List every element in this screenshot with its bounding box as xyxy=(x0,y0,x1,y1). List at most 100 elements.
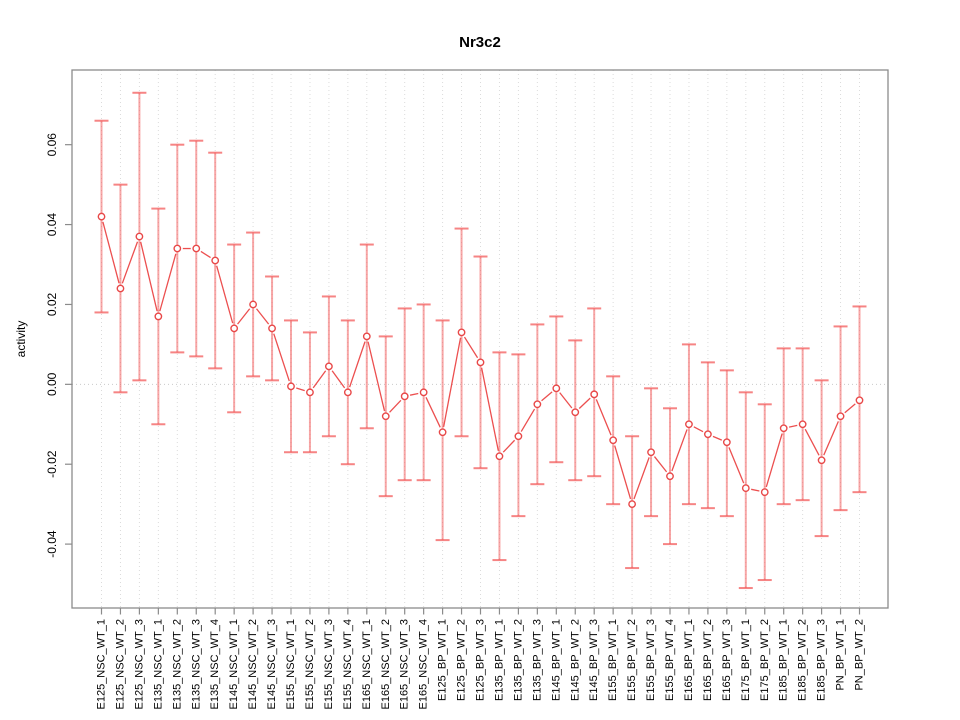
data-point xyxy=(97,212,106,221)
x-tick-label: E155_BP_WT_3 xyxy=(645,619,657,701)
data-point xyxy=(438,428,447,437)
plot-area: 0.06 0.04 0.02 0.00 -0.02 -0.04 E125_NSC_WT_1 E… xyxy=(45,69,889,710)
data-point xyxy=(381,412,390,421)
x-tick-label: E185_BP_WT_1 xyxy=(778,619,790,701)
data-point xyxy=(135,232,144,241)
y-tick-label: 0.06 xyxy=(45,133,59,157)
series-segment xyxy=(273,333,290,382)
x-tick-label: E135_NSC_WT_3 xyxy=(190,619,202,710)
x-tick-label: E125_NSC_WT_3 xyxy=(133,619,145,710)
x-tick-label: E125_BP_WT_2 xyxy=(456,619,468,701)
series-segment xyxy=(788,424,798,428)
data-point xyxy=(855,396,864,405)
series-segment xyxy=(237,308,251,325)
data-point xyxy=(514,432,523,441)
x-tick-label: E125_NSC_WT_2 xyxy=(114,619,126,710)
data-point xyxy=(533,400,542,409)
series-segment xyxy=(614,445,632,500)
data-point xyxy=(192,244,201,253)
x-tick-label: E145_BP_WT_2 xyxy=(569,619,581,701)
x-tick-label: E175_BP_WT_1 xyxy=(740,619,752,701)
data-point xyxy=(666,472,674,481)
data-point xyxy=(817,456,826,465)
data-point xyxy=(552,384,561,393)
data-point xyxy=(590,390,599,399)
x-tick-label: E155_NSC_WT_3 xyxy=(323,619,335,710)
y-tick-label: -0.04 xyxy=(45,530,59,558)
series-segment xyxy=(541,391,553,402)
data-point xyxy=(362,332,371,341)
data-point xyxy=(287,382,295,391)
series-segment xyxy=(671,429,688,472)
series-segment xyxy=(804,428,820,456)
series-segment xyxy=(312,370,327,389)
x-tick-label: E145_NSC_WT_1 xyxy=(228,619,240,710)
data-point xyxy=(609,436,618,445)
x-tick-label: E155_BP_WT_2 xyxy=(626,619,638,701)
data-point xyxy=(116,284,125,293)
data-point xyxy=(419,388,428,397)
x-tick-label: E135_NSC_WT_1 xyxy=(152,619,164,710)
series-segment xyxy=(480,367,499,451)
x-tick-label: E155_NSC_WT_4 xyxy=(342,619,354,710)
x-tick-label: E165_NSC_WT_3 xyxy=(399,619,411,710)
series-segment xyxy=(595,399,612,436)
chart-title: Nr3c2 xyxy=(459,34,501,51)
series-segment xyxy=(520,408,536,432)
series-segment xyxy=(140,241,158,312)
series-segment xyxy=(765,433,783,488)
x-tick-label: E165_NSC_WT_1 xyxy=(361,619,373,710)
x-tick-label: E135_BP_WT_2 xyxy=(512,619,524,701)
series-segment xyxy=(559,392,573,409)
x-tick-label: E145_BP_WT_3 xyxy=(588,619,600,701)
x-tick-label: E185_BP_WT_3 xyxy=(816,619,828,701)
data-point xyxy=(704,430,712,439)
data-point xyxy=(324,362,333,371)
y-axis-label: activity xyxy=(14,321,28,358)
data-point xyxy=(476,358,485,367)
x-tick-label: PN_BP_WT_1 xyxy=(835,619,847,691)
data-point xyxy=(173,244,182,253)
series-segment xyxy=(367,341,386,412)
series-segment xyxy=(712,435,723,441)
series-segment xyxy=(751,488,760,492)
data-point xyxy=(836,412,845,421)
data-point xyxy=(268,324,276,333)
series-segment xyxy=(578,397,591,409)
x-tick-label: E135_NSC_WT_4 xyxy=(209,619,221,710)
series-segment xyxy=(463,336,479,359)
x-tick-label: E135_BP_WT_1 xyxy=(493,619,505,701)
x-tick-label: E135_BP_WT_3 xyxy=(531,619,543,701)
series-segment xyxy=(216,265,234,324)
data-point xyxy=(400,392,409,401)
data-point xyxy=(154,312,163,321)
data-point xyxy=(230,324,239,333)
data-point xyxy=(741,484,750,493)
y-tick-label: 0.02 xyxy=(45,292,59,316)
series-segment xyxy=(823,421,839,456)
x-tick-label: E155_BP_WT_1 xyxy=(607,619,619,701)
series-segment xyxy=(389,399,402,413)
x-tick-label: E175_BP_WT_2 xyxy=(759,619,771,701)
series-segment xyxy=(102,221,120,284)
x-tick-label: PN_BP_WT_2 xyxy=(854,619,866,691)
x-tick-label: E165_NSC_WT_2 xyxy=(380,619,392,710)
data-point xyxy=(798,420,807,429)
data-point xyxy=(760,488,769,497)
data-point xyxy=(343,388,352,397)
series-segment xyxy=(348,341,366,388)
data-point xyxy=(249,300,258,309)
series-segment xyxy=(256,308,270,325)
x-tick-label: E165_NSC_WT_4 xyxy=(418,619,430,710)
x-tick-label: E155_NSC_WT_2 xyxy=(304,619,316,710)
x-tick-label: E165_BP_WT_3 xyxy=(721,619,733,701)
series-segment xyxy=(121,241,139,284)
series-segment xyxy=(693,426,704,433)
series-segment xyxy=(633,457,650,500)
series-segment xyxy=(502,439,516,453)
data-point xyxy=(495,452,504,461)
y-tick-label: 0.00 xyxy=(45,372,59,396)
x-tick-label: E185_BP_WT_2 xyxy=(797,619,809,701)
series-segment xyxy=(653,456,668,473)
x-tick-label: E125_BP_WT_3 xyxy=(475,619,487,701)
